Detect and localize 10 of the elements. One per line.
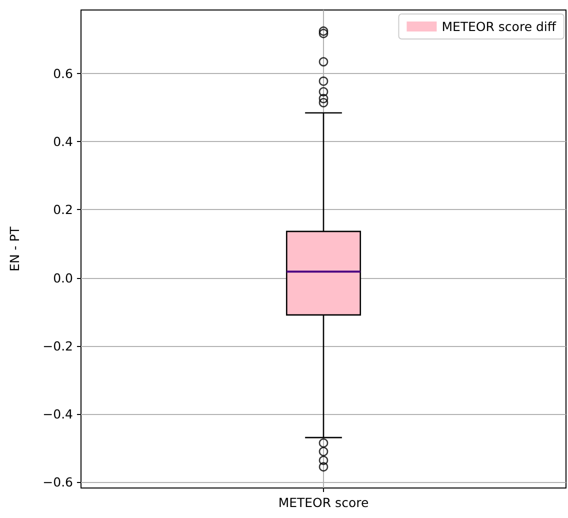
y-tick-label: 0.4 (53, 134, 74, 150)
y-tick-label: 0.6 (53, 66, 74, 81)
y-tick-label: −0.6 (42, 474, 74, 490)
y-tick-label: −0.4 (42, 406, 74, 422)
legend-label: METEOR score diff (442, 19, 556, 34)
y-tick-label: −0.2 (42, 338, 73, 354)
y-tick-label: 0.2 (53, 202, 73, 218)
x-tick-label: METEOR score (278, 495, 369, 510)
y-axis-title: EN - PT (7, 226, 22, 272)
y-tick-label: 0.0 (53, 270, 74, 286)
